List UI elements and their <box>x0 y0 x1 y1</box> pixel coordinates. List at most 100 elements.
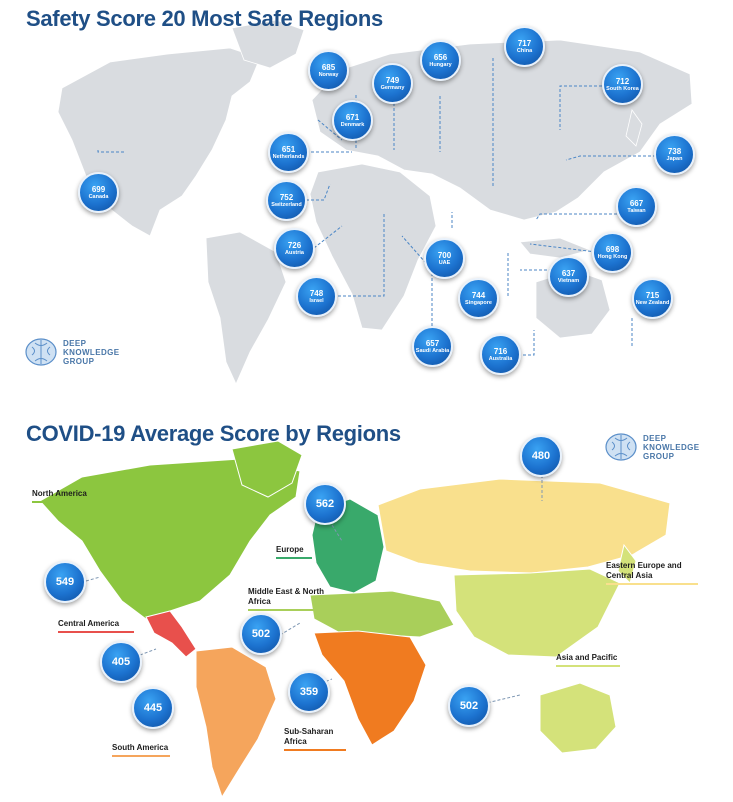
region-south-america <box>195 646 277 799</box>
pin-country: UAE <box>438 260 451 266</box>
pin-country: Denmark <box>340 122 365 128</box>
logo-line-3: GROUP <box>643 451 675 461</box>
pin-north-america[interactable]: 549 <box>44 561 86 603</box>
pin-country: Vietnam <box>557 278 580 284</box>
pin-singapore[interactable]: 744 Singapore <box>458 278 499 319</box>
landmass-africa <box>309 163 437 331</box>
pin-country: Canada <box>88 194 109 200</box>
landmass-indonesia <box>519 237 592 259</box>
safety-score-panel: Safety Score 20 Most Safe Regions DEEP K… <box>0 0 733 392</box>
pin-score: 712 <box>615 77 630 86</box>
label-eastern-europe-central-asia: Eastern Europe and Central Asia <box>606 561 698 585</box>
pin-country: China <box>516 48 533 54</box>
pin-south-america[interactable]: 445 <box>132 687 174 729</box>
pin-country: Australia <box>488 356 513 362</box>
pin-score: 667 <box>629 199 644 208</box>
label-sub-saharan-africa: Sub-Saharan Africa <box>284 727 346 751</box>
logo-line-1: DEEP <box>63 338 87 348</box>
world-map-colored <box>39 440 671 799</box>
pin-japan[interactable]: 738 Japan <box>654 134 695 175</box>
pin-country: Netherlands <box>272 154 305 160</box>
pin-norway[interactable]: 685 Norway <box>308 50 349 91</box>
brain-icon <box>605 433 637 461</box>
covid-score-title: COVID-19 Average Score by Regions <box>26 421 401 446</box>
pin-score: 562 <box>315 498 335 510</box>
pin-country: Switzerland <box>271 202 302 208</box>
pin-country: Austria <box>285 250 304 256</box>
pin-country: Hungary <box>429 62 452 68</box>
pin-score: 651 <box>281 145 296 154</box>
pin-switzerland[interactable]: 752 Switzerland <box>266 180 307 221</box>
pin-netherlands[interactable]: 651 Netherlands <box>268 132 309 173</box>
logo-line-3: GROUP <box>63 356 95 366</box>
label-europe: Europe <box>276 545 312 559</box>
pin-south-korea[interactable]: 712 South Korea <box>602 64 643 105</box>
pin-score: 359 <box>299 686 319 698</box>
pin-score: 445 <box>143 702 163 714</box>
pin-new-zealand[interactable]: 715 New Zealand <box>632 278 673 319</box>
deep-knowledge-group-logo: DEEP KNOWLEDGE GROUP <box>604 430 713 464</box>
safety-score-title: Safety Score 20 Most Safe Regions <box>26 6 383 31</box>
pin-germany[interactable]: 749 Germany <box>372 63 413 104</box>
pin-asia-pacific[interactable]: 502 <box>448 685 490 727</box>
pin-saudi-arabia[interactable]: 657 Saudi Arabia <box>412 326 453 367</box>
pin-austria[interactable]: 726 Austria <box>274 228 315 269</box>
pin-canada[interactable]: 699 Canada <box>78 172 119 213</box>
pin-country: Norway <box>318 72 339 78</box>
pin-denmark[interactable]: 671 Denmark <box>332 100 373 141</box>
pin-country: Hong Kong <box>597 254 628 260</box>
pin-score: 752 <box>279 193 294 202</box>
pin-score: 700 <box>437 251 452 260</box>
pin-country: Germany <box>380 85 405 91</box>
pin-score: 502 <box>459 700 479 712</box>
region-central-america <box>145 610 197 658</box>
pin-score: 744 <box>471 291 486 300</box>
logo-line-2: KNOWLEDGE <box>63 347 120 357</box>
pin-score: 480 <box>531 450 551 462</box>
region-asia-pacific <box>453 568 621 658</box>
label-north-america: North America <box>32 489 88 503</box>
pin-score: 749 <box>385 76 400 85</box>
pin-israel[interactable]: 748 Israel <box>296 276 337 317</box>
pin-country: New Zealand <box>635 300 670 306</box>
pin-score: 748 <box>309 289 324 298</box>
pin-score: 685 <box>321 63 336 72</box>
pin-score: 656 <box>433 53 448 62</box>
pin-taiwan[interactable]: 667 Taiwan <box>616 186 657 227</box>
pin-sub-saharan-africa[interactable]: 359 <box>288 671 330 713</box>
region-australia <box>539 682 617 754</box>
pin-vietnam[interactable]: 637 Vietnam <box>548 256 589 297</box>
pin-country: Singapore <box>465 300 492 306</box>
pin-score: 738 <box>667 147 682 156</box>
pin-middle-east-north-africa[interactable]: 502 <box>240 613 282 655</box>
pin-country: Saudi Arabia <box>415 348 450 354</box>
pin-china[interactable]: 717 China <box>504 26 545 67</box>
label-middle-east-north-africa: Middle East & North Africa <box>248 587 326 611</box>
covid-score-panel: COVID-19 Average Score by Regions DEEP K… <box>0 405 733 802</box>
pin-score: 715 <box>645 291 660 300</box>
label-south-america: South America <box>112 743 170 757</box>
pin-score: 502 <box>251 628 271 640</box>
label-central-america: Central America <box>58 619 134 633</box>
region-north-america <box>39 458 301 620</box>
pin-score: 716 <box>493 347 508 356</box>
pin-hong-kong[interactable]: 698 Hong Kong <box>592 232 633 273</box>
pin-uae[interactable]: 700 UAE <box>424 238 465 279</box>
landmass-greenland <box>231 19 305 69</box>
pin-score: 717 <box>517 39 532 48</box>
pin-score: 657 <box>425 339 440 348</box>
pin-score: 699 <box>91 185 106 194</box>
landmass-japan <box>625 109 643 147</box>
pin-europe[interactable]: 562 <box>304 483 346 525</box>
pin-score: 549 <box>55 576 75 588</box>
logo-line-2: KNOWLEDGE <box>643 442 700 452</box>
pin-country: Israel <box>309 298 324 304</box>
pin-central-america[interactable]: 405 <box>100 641 142 683</box>
pin-hungary[interactable]: 656 Hungary <box>420 40 461 81</box>
pin-australia[interactable]: 716 Australia <box>480 334 521 375</box>
pin-eastern-europe-central-asia[interactable]: 480 <box>520 435 562 477</box>
pin-score: 671 <box>345 113 360 122</box>
brain-icon <box>25 338 57 366</box>
pin-country: South Korea <box>606 86 639 92</box>
region-sub-saharan-africa <box>313 630 427 746</box>
